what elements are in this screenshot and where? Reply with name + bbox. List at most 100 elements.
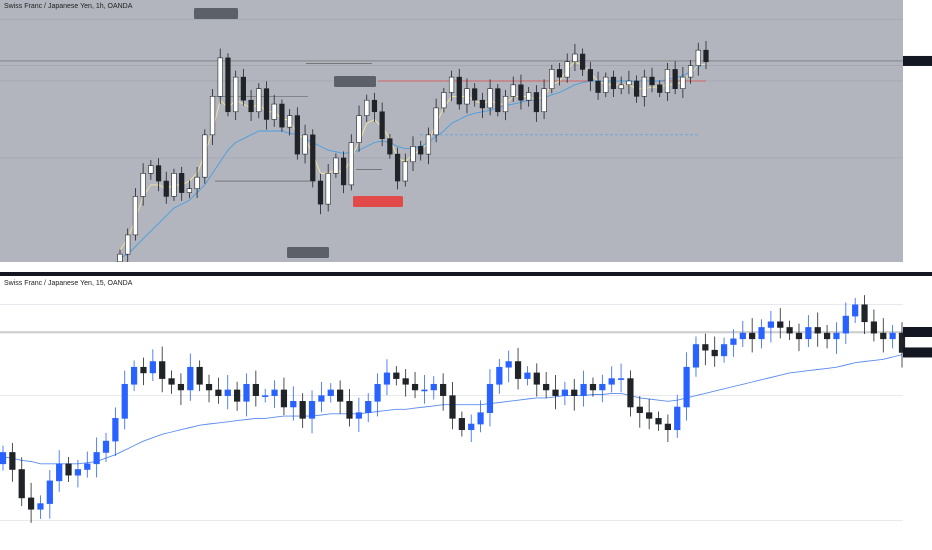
top-candle-body	[125, 234, 131, 255]
fifteen-min-candles	[0, 295, 906, 523]
top-candle-body	[464, 88, 470, 105]
bot-candle-body	[852, 304, 859, 317]
top-candle-body	[364, 99, 370, 116]
bot-candle-body	[795, 332, 803, 340]
bot-candle-body	[74, 469, 82, 476]
bot-candle-body	[449, 395, 456, 419]
top-candle-body	[140, 173, 146, 197]
bot-candle-body	[243, 383, 250, 402]
top-candle-body	[155, 165, 162, 182]
top-candle-body	[603, 76, 609, 93]
bot-candle-body	[514, 361, 522, 379]
bot-candle-body	[355, 412, 362, 419]
bot-candle-body	[327, 389, 334, 396]
bot-candle-body	[383, 372, 391, 385]
bot-candle-body	[599, 383, 606, 391]
bot-candle-body	[842, 315, 849, 334]
bot-candle-body	[121, 383, 128, 419]
pfl-max-tag-box	[287, 247, 329, 258]
bot-candle-body	[27, 497, 35, 510]
top-candle-body	[572, 53, 578, 63]
top-candle-body	[209, 96, 216, 136]
bot-candle-body	[496, 366, 503, 385]
bot-candle-body	[299, 401, 306, 419]
bot-candle-body	[430, 383, 437, 391]
bot-candle-body	[318, 395, 325, 402]
bot-candle-body	[589, 383, 597, 391]
pfl-red-tag-box	[353, 196, 403, 207]
bot-candle-body	[767, 321, 775, 328]
bot-candle-body	[196, 366, 203, 385]
top-candle-body	[287, 115, 293, 128]
top-candle-body	[641, 76, 647, 97]
bot-candle-body	[458, 418, 465, 431]
hourly-price-scale[interactable]	[903, 55, 932, 66]
bot-candle-body	[786, 327, 793, 334]
bot-candle-body	[505, 361, 512, 368]
top-candle-body	[703, 49, 709, 63]
top-candle-body	[186, 188, 193, 193]
top-candle-body	[387, 138, 393, 155]
top-candle-body	[633, 80, 640, 97]
bot-last-price-tag	[903, 327, 932, 337]
bot-candle-body	[889, 332, 896, 340]
top-candle-body	[233, 76, 239, 113]
bot-candle-body	[149, 361, 156, 374]
top-candle-body	[657, 84, 663, 93]
bot-candle-body	[93, 452, 100, 465]
bot-candle-body	[486, 383, 494, 413]
top-candle-body	[441, 92, 447, 109]
bot-candle-body	[805, 327, 812, 340]
top-candle-body	[556, 69, 563, 78]
bot-candle-body	[777, 321, 784, 328]
top-candle-body	[256, 88, 262, 113]
pfh-min-tag-box	[334, 76, 376, 87]
top-candle-body	[240, 76, 246, 101]
top-candle-body	[217, 57, 223, 97]
bot-candle-body	[346, 401, 353, 419]
top-candle-body	[680, 76, 686, 89]
hourly-chart-panel[interactable]	[0, 0, 932, 272]
bot-candle-body	[411, 383, 419, 391]
fifteen-min-price-scale[interactable]	[903, 327, 932, 358]
bot-candle-body	[159, 361, 166, 379]
bot-candle-body	[571, 389, 578, 396]
bot-candle-body	[692, 344, 700, 368]
bot-candle-body	[664, 423, 671, 431]
fifteen-min-chart-panel[interactable]	[0, 276, 932, 538]
bot-candle-body	[814, 327, 821, 334]
bot-candle-body	[374, 383, 381, 402]
top-candle-body	[626, 80, 632, 86]
top-candle-body	[533, 92, 539, 113]
top-candle-body	[132, 196, 139, 236]
bot-candle-body	[177, 383, 185, 391]
top-candle-body	[495, 88, 501, 113]
bot-candle-body	[646, 412, 653, 419]
bot-candle-body	[308, 401, 316, 419]
top-candle-body	[410, 146, 416, 163]
top-candle-body	[340, 157, 347, 186]
bot-candle-body	[608, 378, 615, 385]
bot-candle-body	[524, 372, 531, 379]
bot-candle-body	[711, 349, 718, 357]
top-candle-body	[510, 84, 516, 97]
bot-candle-body	[730, 338, 737, 345]
panel-separator[interactable]	[0, 272, 932, 276]
top-candle-body	[595, 80, 601, 93]
top-last-price-tag	[903, 55, 932, 66]
bot-candle-body	[140, 366, 147, 374]
top-candle-body	[163, 180, 169, 197]
top-candle-body	[248, 99, 254, 113]
bot-candle-body	[224, 389, 231, 396]
top-candle-body	[302, 134, 308, 155]
bot-candle-body	[9, 452, 16, 470]
bot-candle-body	[477, 412, 484, 425]
top-candle-body	[294, 115, 300, 155]
bot-candle-body	[337, 389, 344, 402]
bot-candle-body	[393, 372, 400, 379]
bot-candle-body	[252, 383, 259, 396]
bot-candle-body	[168, 378, 175, 385]
top-candle-body	[541, 88, 547, 113]
bot-candle-body	[674, 406, 681, 431]
